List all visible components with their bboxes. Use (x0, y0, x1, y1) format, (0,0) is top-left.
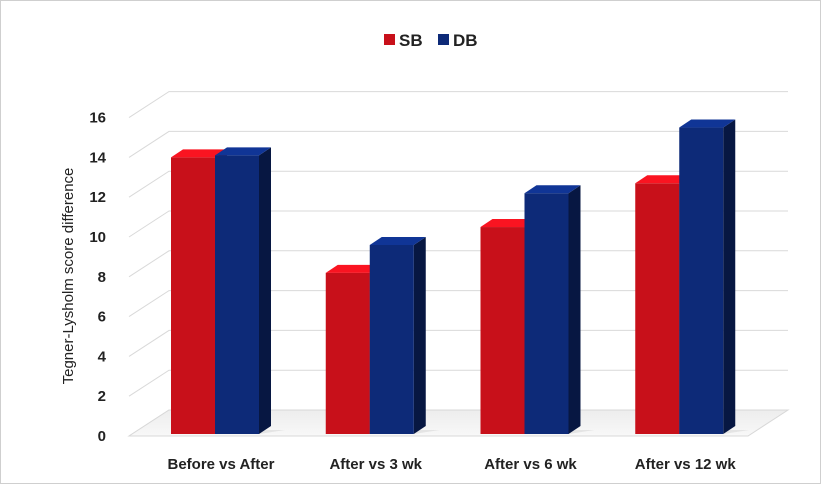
bar-db-2 (524, 185, 595, 434)
y-tick-label: 2 (98, 388, 106, 405)
legend-swatch (384, 34, 395, 45)
x-category-label: After vs 3 wk (329, 456, 422, 473)
y-tick-label: 8 (98, 269, 106, 286)
y-tick-label: 6 (98, 309, 106, 326)
x-axis-categories: Before vs After After vs 3 wk After vs 6 w… (168, 456, 737, 473)
y-tick-label: 0 (98, 428, 106, 445)
y-tick-label: 4 (98, 348, 107, 365)
y-tick-label: 14 (89, 149, 106, 166)
y-axis-title: Tegner-Lysholm score difference (60, 168, 77, 385)
gridline (128, 369, 788, 397)
legend-swatch (438, 34, 449, 45)
bars (171, 119, 750, 435)
gridline (128, 250, 788, 278)
chart-floor (127, 409, 790, 437)
gridline (128, 210, 788, 238)
y-axis-ticks: 0 2 4 6 8 10 12 14 16 (89, 110, 106, 445)
gridline (128, 130, 788, 158)
legend-label: SB (399, 31, 423, 50)
x-category-label: After vs 6 wk (484, 456, 577, 473)
gridline (128, 290, 788, 318)
bar-db-0 (215, 147, 285, 434)
y-tick-label: 16 (89, 110, 106, 127)
y-tick-label: 10 (89, 229, 106, 246)
y-tick-label: 12 (89, 189, 106, 206)
legend-label: DB (453, 31, 478, 50)
gridline (128, 329, 788, 357)
legend-item-sb: SB (384, 31, 423, 50)
bar-db-3 (679, 119, 750, 435)
x-category-label: After vs 12 wk (635, 456, 737, 473)
x-category-label: Before vs After (168, 456, 275, 473)
gridline (128, 91, 788, 119)
gridline (128, 170, 788, 198)
gridlines (128, 91, 788, 437)
bar-db-1 (369, 236, 440, 434)
legend: SB DB (384, 31, 478, 50)
floor-plane (127, 409, 790, 437)
legend-item-db: DB (438, 31, 478, 50)
